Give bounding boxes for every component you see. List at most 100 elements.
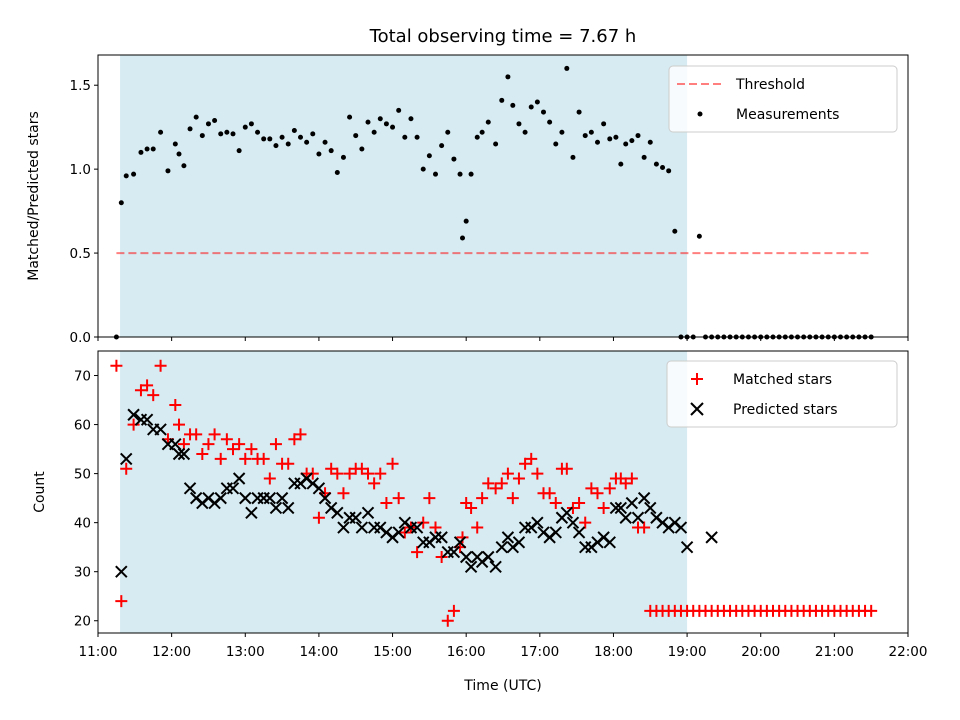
predicted-legend-swatch [690,402,704,416]
predicted-star-point [232,472,246,485]
matched-star-point [543,487,556,500]
measurement-point [635,133,641,139]
measurement-point [390,124,396,130]
x-tick-label: 19:00 [668,644,707,660]
matched-star-point [456,531,469,544]
observing-span-shade-bottom [120,351,688,633]
matched-star-point [549,497,562,510]
measurement-point [595,139,600,145]
measurement-point [365,119,371,125]
predicted-star-point [489,560,502,573]
measurement-point [474,134,480,140]
predicted-star-point [318,491,332,505]
top-legend: Threshold Measurements [668,65,898,133]
measurement-point [522,129,528,135]
matched-star-point [585,482,598,495]
matched-star-point [411,546,424,559]
measurement-point [199,133,205,139]
predicted-star-point [501,531,515,544]
bottom-legend-box [666,360,898,428]
predicted-star-point [447,545,461,559]
measurement-point [463,218,469,224]
measurement-point [414,134,420,140]
measurement-point [451,156,457,162]
measurement-point [248,121,254,127]
matched-star-point [619,477,632,490]
predicted-star-point [674,521,688,534]
top-y-tick-label: 0.5 [70,246,91,262]
top-y-tick-label: 1.0 [70,162,91,178]
predicted-star-point [214,491,227,505]
matched-star-point [489,482,502,495]
matched-star-point [374,467,387,480]
matched-star-point [325,462,338,475]
measurement-point [445,129,451,135]
matched-star-point [141,379,154,392]
matched-star-point [202,438,215,451]
matched-legend-swatch [691,373,703,385]
matched-star-point [506,492,519,505]
predicted-star-point [464,560,478,573]
observing-span-shade-top [120,55,688,337]
measurement-point [165,168,171,174]
measurement-point [493,141,499,147]
predicted-star-point [239,491,252,505]
measurement-point [285,141,291,147]
matched-star-point [306,467,319,480]
measurement-point [353,133,359,139]
measurement-point [273,143,279,149]
top-legend-box [668,65,898,133]
matched-star-point [392,492,405,505]
measurement-point [559,129,565,135]
predicted-star-point [614,501,628,515]
measurement-point [672,228,678,234]
matched-star-point [398,526,411,539]
matched-star-point [269,438,282,451]
matched-star-point [134,384,147,397]
predicted-star-point [549,526,562,539]
matched-star-point [519,457,532,470]
matched-star-point [865,604,878,617]
matched-star-point [566,501,579,514]
measurement-point [426,153,432,159]
predicted-star-point [482,550,495,564]
measurement-point [118,200,124,206]
matched-star-point [591,487,604,500]
measurement-point [267,136,273,142]
bottom-y-tick-label: 60 [74,418,91,434]
matched-star-point [154,359,167,372]
measurement-point [528,104,534,110]
predicted-star-point [609,501,623,515]
x-axis-ticks: 11:00 12:00 13:00 14:00 15:00 16:00 17:00 18:00… [79,633,927,660]
matched-star-point [343,467,356,480]
measurement-point [383,121,389,127]
matched-star-point [625,472,638,485]
measurement-point [433,171,438,177]
x-tick-label: 17:00 [520,644,559,660]
matched-star-point [638,521,651,534]
measurement-point [304,139,310,145]
measurement-point [564,65,570,71]
predicted-star-point [453,536,467,549]
matched-star-point [501,467,514,480]
measurement-point [176,151,182,157]
predicted-star-point [531,516,544,529]
matched-star-point [423,492,436,505]
bottom-axes-frame [97,350,909,634]
bottom-y-tick-label: 40 [74,516,91,532]
matched-stars-series [110,359,878,627]
measurement-point [601,121,607,127]
predicted-star-point [637,491,651,505]
measurement-point [261,136,267,142]
bottom-legend: Matched stars Predicted stars [666,360,898,428]
predicted-star-point [631,511,645,524]
measurement-point [479,129,485,135]
predicted-star-point [680,540,694,554]
matched-star-point [196,447,209,460]
matched-star-point [115,595,128,608]
matched-star-point [471,521,484,534]
x-tick-label: 11:00 [79,644,118,660]
matched-star-point [417,516,430,529]
measurement-point [279,134,285,140]
